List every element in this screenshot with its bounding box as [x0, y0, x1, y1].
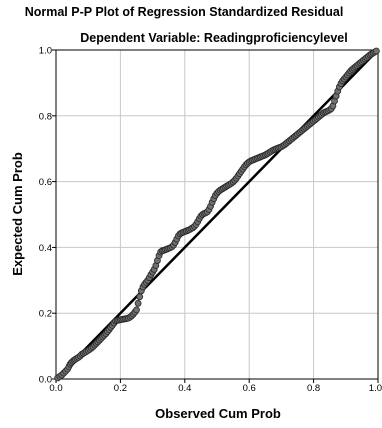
data-point	[133, 306, 140, 314]
y-tick-label: 0.0	[39, 375, 52, 386]
x-tick-label: 0.0	[49, 383, 62, 394]
x-tick-label: 0.4	[178, 383, 191, 394]
x-axis-label: Observed Cum Prob	[155, 406, 281, 421]
data-point	[134, 299, 142, 307]
x-tick-label: 1.0	[369, 383, 382, 394]
data-point	[136, 293, 144, 301]
y-axis-label: Expected Cum Prob	[10, 152, 25, 276]
data-point	[372, 47, 380, 55]
x-tick-label: 0.6	[243, 383, 256, 394]
x-tick-label: 0.2	[114, 383, 127, 394]
y-tick-label: 0.2	[39, 309, 52, 320]
y-tick-label: 0.8	[39, 111, 52, 122]
chart-subtitle: Dependent Variable: Readingproficiencyle…	[80, 31, 347, 45]
grid	[56, 50, 378, 379]
axis-ticks: 0.0 0.2 0.4 0.6 0.8 1.0 0.0 0.2 0.4 0.6 0.8 1.0	[39, 46, 382, 395]
data-points	[54, 47, 380, 382]
plot-frame	[55, 49, 379, 380]
y-tick-label: 1.0	[39, 46, 52, 57]
x-tick-label: 0.8	[307, 383, 320, 394]
y-tick-label: 0.4	[39, 243, 52, 254]
chart-title: Normal P-P Plot of Regression Standardiz…	[25, 5, 344, 19]
y-tick-label: 0.6	[39, 177, 52, 188]
